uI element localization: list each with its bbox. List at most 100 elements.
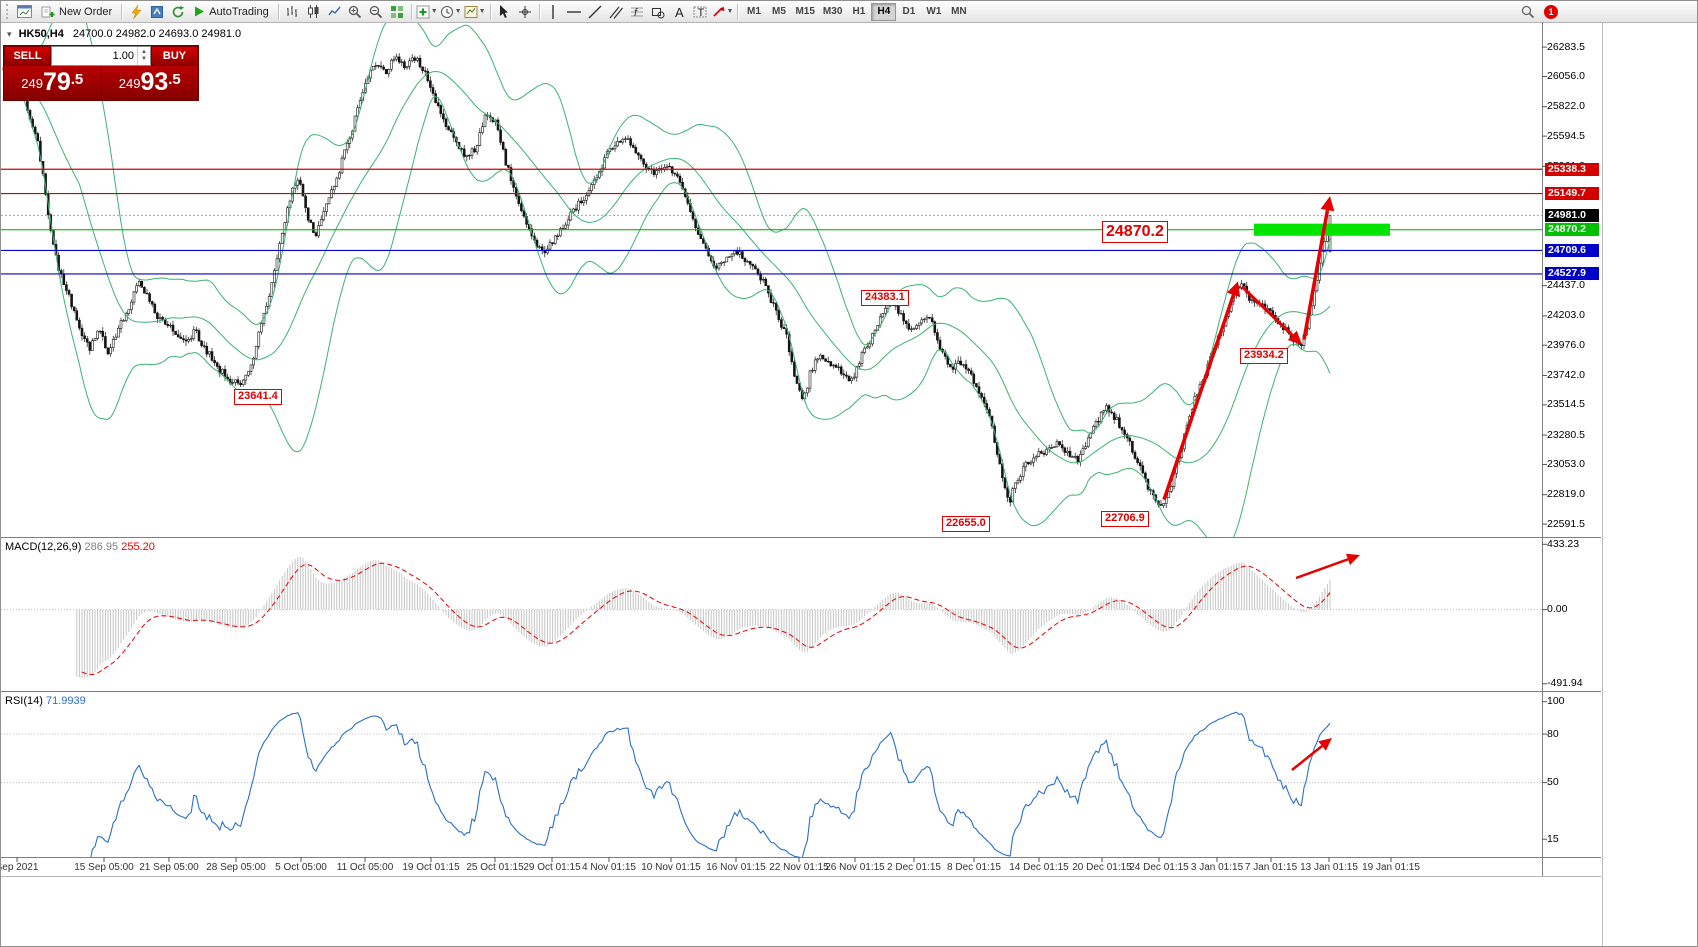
toolbar: New Order AutoTrading	[1, 1, 1697, 23]
zoom-out-button[interactable]	[366, 2, 387, 22]
periods-button[interactable]: ▼	[439, 2, 463, 22]
volume-input[interactable]: 1.00 ▲ ▼	[51, 46, 151, 66]
fibonacci-tool-button[interactable]: f	[627, 2, 648, 22]
trend-arrow-3[interactable]	[1302, 209, 1330, 340]
text-tool-button[interactable]: A	[669, 2, 690, 22]
chevron-down-icon: ▼	[454, 8, 462, 15]
toolbar-separator	[121, 3, 123, 20]
channel-icon	[609, 6, 623, 19]
buy-button[interactable]: BUY	[151, 46, 198, 66]
price-axis[interactable]	[1542, 23, 1601, 537]
toolbar-separator	[410, 3, 412, 20]
vertical-line-icon	[552, 4, 554, 19]
text-label-tool-button[interactable]: T	[690, 2, 711, 22]
macd-axis[interactable]	[1542, 538, 1601, 691]
timeframe-m30-button[interactable]: M30	[819, 3, 846, 21]
macd-signal-line	[81, 562, 1331, 675]
sell-price[interactable]: 249 79.5	[4, 66, 101, 100]
one-click-collapse-icon[interactable]: ▾	[7, 29, 12, 39]
trendline-tool-button[interactable]	[585, 2, 606, 22]
new-order-button[interactable]: New Order	[35, 2, 118, 22]
toolbar-right-group: 1	[1517, 2, 1558, 22]
line-chart-type-button[interactable]	[324, 2, 345, 22]
bar-chart-type-button[interactable]	[282, 2, 303, 22]
chevron-down-icon: ▼	[726, 8, 734, 15]
macd-trend-arrow[interactable]	[1295, 558, 1349, 580]
timeframe-mn-button[interactable]: MN	[946, 3, 971, 21]
svg-text:A: A	[675, 5, 684, 19]
rsi-trend-arrow-head	[1318, 738, 1332, 751]
timeframe-d1-button[interactable]: D1	[896, 3, 921, 21]
toolbar-separator	[538, 3, 540, 20]
text-icon: A	[675, 5, 684, 19]
ohlc-line: ▾ HK50,H4 24700.0 24982.0 24693.0 24981.…	[7, 28, 241, 40]
cursor-button[interactable]	[494, 2, 515, 22]
fibonacci-icon: f	[631, 7, 644, 19]
expert-advisors-button[interactable]	[125, 2, 146, 22]
ohlc-bars-icon	[286, 6, 297, 17]
autotrading-button[interactable]: AutoTrading	[188, 2, 275, 22]
channel-tool-button[interactable]	[606, 2, 627, 22]
volume-value: 1.00	[112, 50, 134, 62]
lightning-icon	[131, 4, 142, 19]
timeframe-h4-button[interactable]: H4	[871, 2, 897, 21]
shapes-tool-button[interactable]	[648, 2, 669, 22]
horizontal-line-tool-button[interactable]	[564, 2, 585, 22]
autotrading-label: AutoTrading	[209, 5, 269, 18]
zoom-in-button[interactable]	[345, 2, 366, 22]
rsi-line	[90, 711, 1331, 857]
notification-badge[interactable]: 1	[1544, 5, 1558, 19]
templates-button[interactable]: ▼	[463, 2, 487, 22]
zoom-out-icon	[370, 5, 383, 18]
new-order-icon	[41, 6, 55, 17]
timeframe-m5-button[interactable]: M5	[766, 3, 791, 21]
metaeditor-button[interactable]	[146, 2, 167, 22]
timeframe-h1-button[interactable]: H1	[846, 3, 871, 21]
rsi-panel[interactable]	[1, 711, 1542, 863]
editor-icon	[150, 5, 163, 18]
trend-arrow-3-head	[1320, 196, 1335, 212]
macd-label: MACD(12,26,9)	[5, 541, 82, 553]
search-icon	[1521, 5, 1534, 19]
candlestick-type-button[interactable]	[303, 2, 324, 22]
macd-trend-arrow-head	[1346, 553, 1360, 565]
timeframe-w1-button[interactable]: W1	[921, 3, 946, 21]
new-order-label: New Order	[59, 5, 113, 18]
sell-button[interactable]: SELL	[4, 46, 51, 66]
trend-arrow-1[interactable]	[1162, 294, 1236, 501]
search-button[interactable]	[1517, 2, 1538, 22]
green-zone-rectangle[interactable]	[1254, 223, 1390, 236]
bollinger-middle-band	[16, 70, 1331, 464]
indicators-button[interactable]: ▼	[415, 2, 439, 22]
chart-background[interactable]	[1, 23, 1601, 877]
refresh-button[interactable]	[167, 2, 188, 22]
vertical-line-tool-button[interactable]	[543, 2, 564, 22]
crosshair-button[interactable]	[515, 2, 536, 22]
buy-price[interactable]: 249 93.5	[100, 66, 198, 100]
chevron-down-icon: ▼	[478, 8, 486, 15]
toolbar-separator	[277, 3, 279, 20]
svg-text:f: f	[634, 7, 638, 19]
arrows-tool-button[interactable]: ▼	[711, 2, 735, 22]
timeframe-m15-button[interactable]: M15	[791, 3, 818, 21]
line-chart-icon	[328, 6, 341, 16]
rsi-trend-arrow[interactable]	[1291, 744, 1323, 771]
bollinger-upper-band	[16, 23, 1331, 434]
spin-down-icon[interactable]: ▼	[141, 56, 147, 62]
bottom-empty-area	[1, 878, 1602, 946]
rsi-value: 71.9939	[45, 695, 86, 707]
volume-spinner[interactable]: ▲ ▼	[137, 47, 150, 65]
spin-up-icon[interactable]: ▲	[141, 49, 147, 55]
tiles-icon	[391, 5, 404, 18]
macd-panel[interactable]	[1, 556, 1542, 678]
chart-canvas[interactable]	[1, 1, 1601, 877]
time-axis[interactable]	[1, 857, 1542, 877]
tile-windows-button[interactable]	[387, 2, 408, 22]
text-label-icon: T	[693, 6, 707, 19]
trend-arrow-2[interactable]	[1240, 285, 1294, 337]
macd-histogram	[76, 556, 1331, 678]
rsi-axis[interactable]	[1542, 692, 1601, 857]
toolbar-grip[interactable]	[6, 4, 11, 19]
timeframe-m1-button[interactable]: M1	[741, 3, 766, 21]
